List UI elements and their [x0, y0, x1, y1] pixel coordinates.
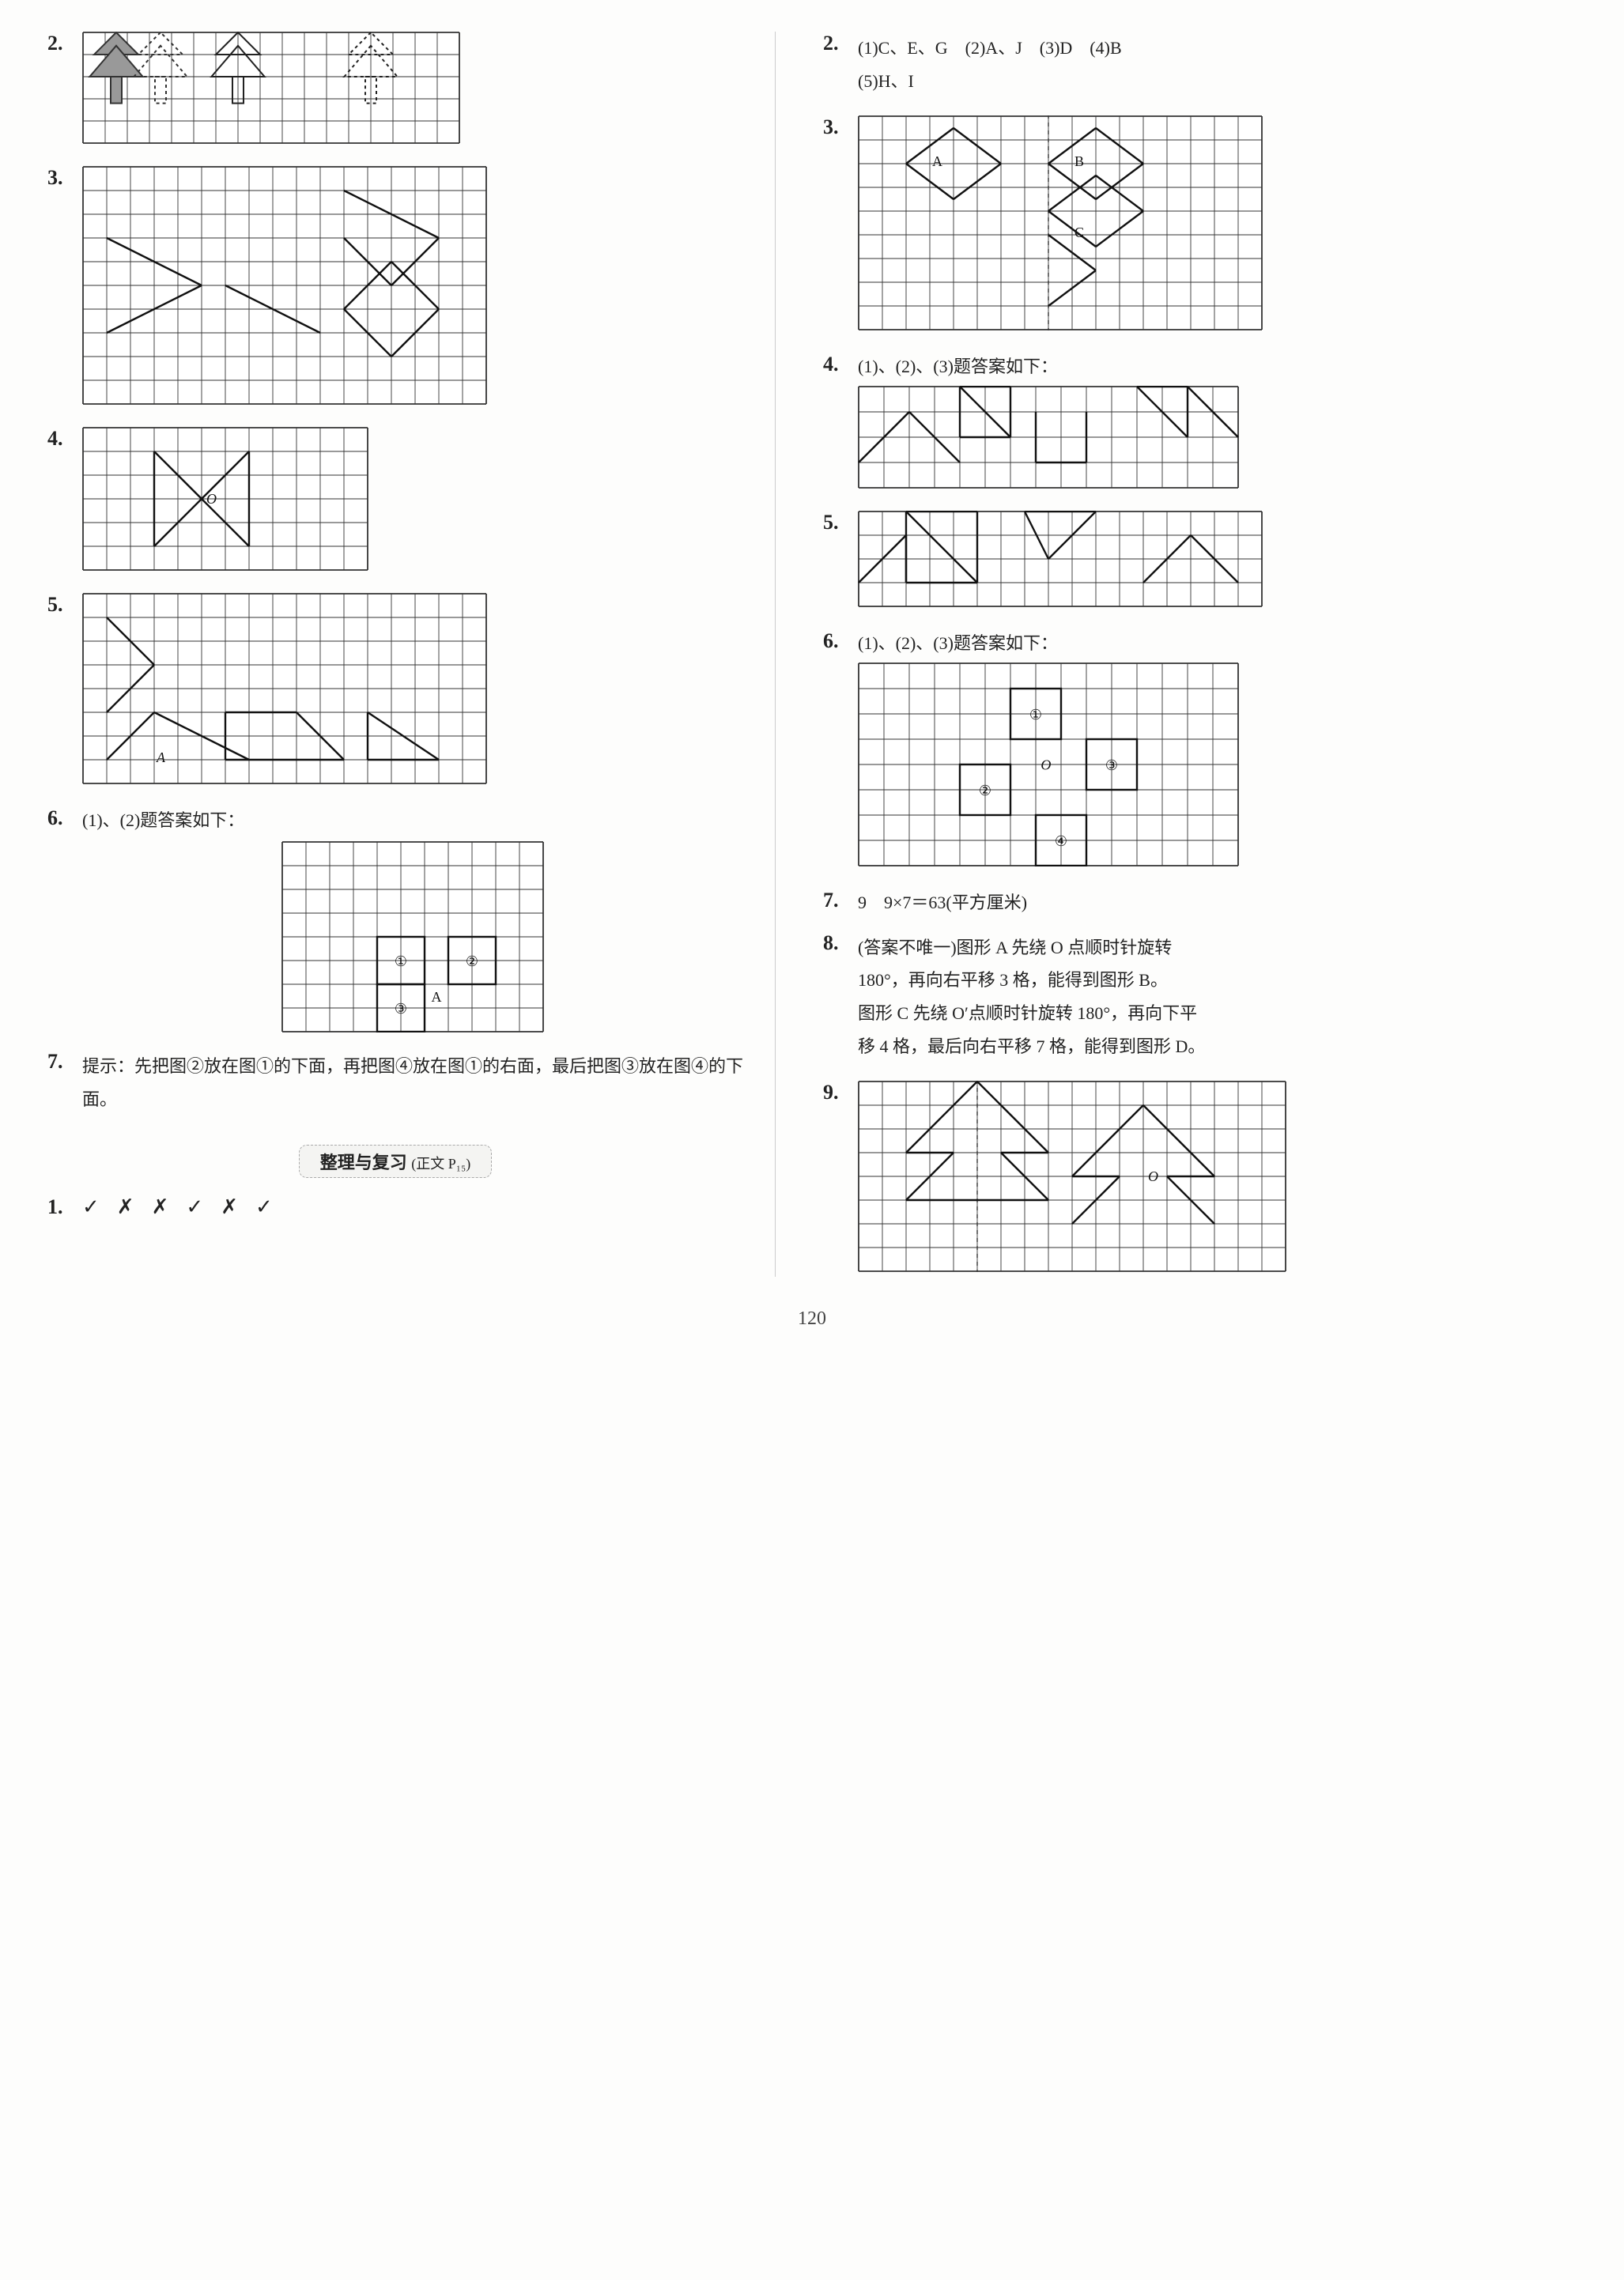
page-number: 120: [47, 1308, 1577, 1330]
r-q7-text: 9 9×7＝63(平方厘米): [858, 889, 1519, 914]
q-number: 4.: [823, 353, 850, 376]
right-q5: 5.: [823, 511, 1519, 612]
q2-line2: (5)H、I: [858, 65, 1519, 98]
svg-text:①: ①: [1029, 707, 1042, 723]
r-q6-grid-svg: ① ③ ② ④ O: [858, 662, 1239, 866]
svg-text:④: ④: [1055, 833, 1067, 849]
q-number: 8.: [823, 931, 850, 955]
q-number: 7.: [47, 1050, 74, 1074]
q-number: 2.: [47, 32, 74, 55]
q2-grid-svg: [82, 32, 460, 144]
banner-title: 整理与复习: [320, 1153, 407, 1172]
svg-text:③: ③: [395, 1001, 407, 1017]
r-q3-grid-svg: A B C: [858, 115, 1263, 330]
right-q7: 7. 9 9×7＝63(平方厘米): [823, 889, 1519, 914]
q-number: 2.: [823, 32, 850, 55]
banner-ref: (正文 P₁₅): [411, 1156, 470, 1172]
q4-grid-svg: O: [82, 427, 368, 571]
right-q8: 8. (答案不唯一)图形 A 先绕 O 点顺时针旋转180°，再向右平移 3 格…: [823, 931, 1519, 1063]
left-review-q1: 1. ✓✗✗✓✗✓: [47, 1195, 743, 1219]
left-q6: 6. (1)、(2)题答案如下： ① ② ③ A: [47, 806, 743, 1032]
left-q5: 5. A: [47, 593, 743, 789]
left-q7: 7. 提示：先把图②放在图①的下面，再把图④放在图①的右面，最后把图③放在图④的…: [47, 1050, 743, 1116]
r-q4-grid-svg: [858, 386, 1239, 489]
q7-text: 提示：先把图②放在图①的下面，再把图④放在图①的右面，最后把图③放在图④的下面。: [82, 1050, 743, 1116]
q-number: 7.: [823, 889, 850, 912]
r-q5-grid-svg: [858, 511, 1263, 607]
q-number: 4.: [47, 427, 74, 451]
right-q3: 3. A B C: [823, 115, 1519, 335]
svg-text:②: ②: [979, 783, 991, 798]
q1-marks: ✓✗✗✓✗✓: [82, 1195, 743, 1219]
q6-text: (1)、(2)题答案如下：: [82, 806, 743, 832]
r-q9-grid-svg: O: [858, 1081, 1286, 1272]
q-number: 5.: [47, 593, 74, 617]
q2-line1: (1)C、E、G (2)A、J (3)D (4)B: [858, 32, 1519, 65]
left-q2: 2.: [47, 32, 743, 149]
svg-text:O: O: [1040, 757, 1051, 772]
r-q8-body: (答案不唯一)图形 A 先绕 O 点顺时针旋转180°，再向右平移 3 格，能得…: [858, 931, 1519, 1063]
r-q6-text: (1)、(2)、(3)题答案如下：: [858, 629, 1519, 655]
right-q6: 6. (1)、(2)、(3)题答案如下： ① ③ ② ④ O: [823, 629, 1519, 871]
q6-grid-svg: ① ② ③ A: [281, 841, 544, 1032]
q-number: 3.: [47, 166, 74, 190]
section-banner: 整理与复习 (正文 P₁₅): [47, 1145, 743, 1178]
q-number: 6.: [47, 806, 74, 830]
r-q4-text: (1)、(2)、(3)题答案如下：: [858, 353, 1519, 378]
q-number: 9.: [823, 1081, 850, 1104]
svg-text:A: A: [432, 989, 442, 1005]
svg-text:②: ②: [466, 953, 478, 969]
svg-text:B: B: [1074, 153, 1084, 169]
svg-text:A: A: [156, 749, 166, 765]
svg-text:①: ①: [395, 953, 407, 969]
left-column: 2. 3. 4. O 5. A 6. (1)、(2)题答案如下： ①②③A 7: [47, 32, 776, 1277]
right-q2: 2. (1)C、E、G (2)A、J (3)D (4)B (5)H、I: [823, 32, 1519, 98]
q3-grid-svg: [82, 166, 487, 405]
svg-text:C: C: [1074, 225, 1084, 240]
svg-text:O: O: [1148, 1168, 1158, 1184]
q-number: 6.: [823, 629, 850, 653]
q-number: 1.: [47, 1195, 74, 1219]
left-q3: 3.: [47, 166, 743, 410]
left-q4: 4. O: [47, 427, 743, 576]
q-number: 3.: [823, 115, 850, 139]
q5-grid-svg: A: [82, 593, 487, 784]
svg-text:A: A: [932, 153, 942, 169]
svg-text:③: ③: [1105, 757, 1118, 773]
right-q4: 4. (1)、(2)、(3)题答案如下：: [823, 353, 1519, 493]
svg-text:O: O: [206, 491, 217, 507]
right-column: 2. (1)C、E、G (2)A、J (3)D (4)B (5)H、I 3. A…: [823, 32, 1519, 1277]
q-number: 5.: [823, 511, 850, 534]
right-q9: 9. O: [823, 1081, 1519, 1277]
